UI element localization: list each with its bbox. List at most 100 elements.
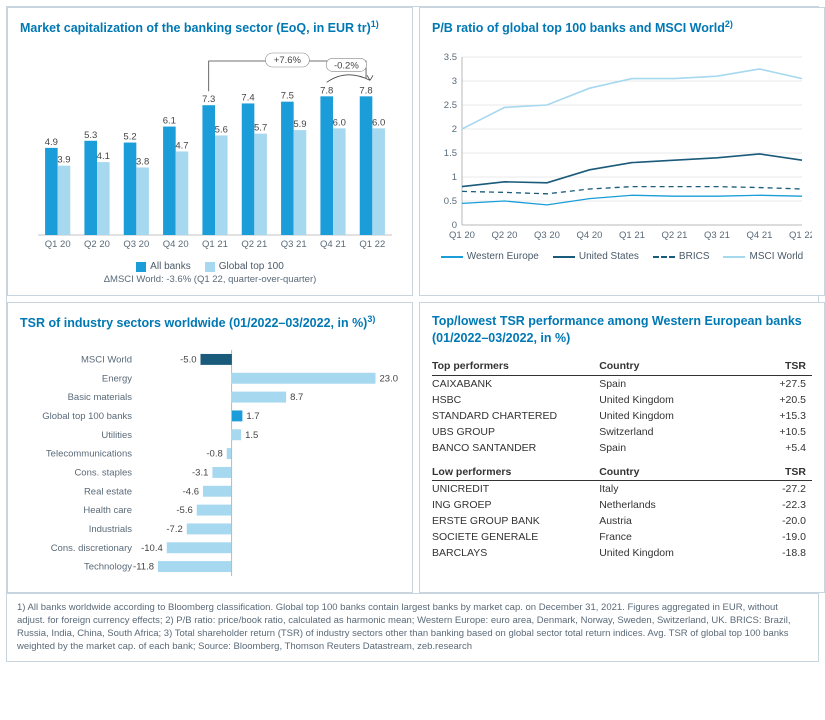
panel1-title: Market capitalization of the banking sec… (20, 18, 400, 37)
panel2-title: P/B ratio of global top 100 banks and MS… (432, 18, 812, 37)
svg-text:Q4 21: Q4 21 (320, 239, 346, 250)
svg-text:7.8: 7.8 (320, 85, 333, 96)
svg-text:Q1 20: Q1 20 (45, 239, 71, 250)
svg-text:Cons. staples: Cons. staples (74, 467, 132, 478)
panel1-legend: All banksGlobal top 100 ΔMSCI World: -3.… (20, 261, 400, 285)
svg-text:Utilities: Utilities (101, 430, 132, 441)
dashboard-grid: Market capitalization of the banking sec… (6, 6, 819, 594)
svg-text:8.7: 8.7 (290, 392, 303, 403)
panel2-title-text: P/B ratio of global top 100 banks and MS… (432, 21, 725, 35)
panel3-sup: 3) (367, 314, 375, 324)
svg-text:6.0: 6.0 (333, 117, 346, 128)
table-row: UBS GROUPSwitzerland+10.5 (432, 424, 812, 440)
chart-market-cap: 4.93.9Q1 205.34.1Q2 205.23.8Q3 206.14.7Q… (20, 47, 400, 257)
svg-text:-4.6: -4.6 (183, 486, 199, 497)
svg-text:2.5: 2.5 (444, 100, 457, 111)
svg-text:Real estate: Real estate (84, 486, 132, 497)
svg-text:-5.6: -5.6 (176, 505, 192, 516)
svg-text:3.5: 3.5 (444, 52, 457, 63)
svg-text:Q2 20: Q2 20 (492, 230, 518, 241)
svg-text:Q3 20: Q3 20 (534, 230, 560, 241)
svg-text:Q1 20: Q1 20 (449, 230, 475, 241)
legend-item: BRICS (653, 251, 710, 262)
chart-tsr-sectors: MSCI World -5.0 Energy 23.0 Basic materials 8… (20, 342, 400, 582)
table-row: ING GROEPNetherlands-22.3 (432, 497, 812, 513)
svg-text:Telecommunications: Telecommunications (46, 449, 132, 460)
svg-text:Q1 21: Q1 21 (202, 239, 228, 250)
svg-text:5.2: 5.2 (123, 132, 136, 143)
svg-text:5.9: 5.9 (293, 119, 306, 130)
table-row: CAIXABANKSpain+27.5 (432, 375, 812, 392)
svg-text:-5.0: -5.0 (180, 354, 196, 365)
panel1-sup: 1) (371, 19, 379, 29)
svg-text:Q4 21: Q4 21 (747, 230, 773, 241)
svg-text:Health care: Health care (83, 505, 132, 516)
svg-text:Global top 100 banks: Global top 100 banks (42, 411, 132, 422)
svg-text:7.3: 7.3 (202, 94, 215, 105)
panel1-title-text: Market capitalization of the banking sec… (20, 21, 371, 35)
svg-text:Q3 20: Q3 20 (123, 239, 149, 250)
svg-text:Q1 22: Q1 22 (359, 239, 385, 250)
svg-text:3: 3 (452, 76, 457, 87)
panel4-title: Top/lowest TSR performance among Western… (432, 313, 812, 347)
svg-text:1.5: 1.5 (245, 430, 258, 441)
svg-text:4.1: 4.1 (97, 151, 110, 162)
svg-text:0.5: 0.5 (444, 196, 457, 207)
svg-text:Q4 20: Q4 20 (163, 239, 189, 250)
table-row: STANDARD CHARTEREDUnited Kingdom+15.3 (432, 408, 812, 424)
svg-text:1.7: 1.7 (246, 411, 259, 422)
footnotes: 1) All banks worldwide according to Bloo… (6, 594, 819, 662)
svg-text:-0.8: -0.8 (206, 449, 222, 460)
svg-text:Q1 22: Q1 22 (789, 230, 812, 241)
svg-text:1.5: 1.5 (444, 148, 457, 159)
legend-item: All banks (136, 261, 191, 272)
panel-tsr-sectors: TSR of industry sectors worldwide (01/20… (7, 302, 413, 593)
svg-text:5.6: 5.6 (215, 124, 228, 135)
svg-text:4.9: 4.9 (45, 137, 58, 148)
svg-text:Industrials: Industrials (89, 524, 133, 535)
svg-text:-11.8: -11.8 (133, 562, 154, 573)
svg-text:Basic materials: Basic materials (68, 392, 133, 403)
svg-text:Energy: Energy (102, 373, 132, 384)
svg-text:Cons. discretionary: Cons. discretionary (51, 543, 133, 554)
svg-text:5.3: 5.3 (84, 130, 97, 141)
table-row: UNICREDITItaly-27.2 (432, 480, 812, 497)
svg-text:Q3 21: Q3 21 (704, 230, 730, 241)
svg-text:5.7: 5.7 (254, 123, 267, 134)
legend-item: United States (553, 251, 639, 262)
svg-text:-10.4: -10.4 (141, 543, 163, 554)
svg-text:-3.1: -3.1 (192, 467, 208, 478)
table-row: SOCIETE GENERALEFrance-19.0 (432, 529, 812, 545)
panel3-title-text: TSR of industry sectors worldwide (01/20… (20, 316, 367, 330)
svg-text:Technology: Technology (84, 562, 132, 573)
table-row: HSBCUnited Kingdom+20.5 (432, 392, 812, 408)
svg-text:2: 2 (452, 124, 457, 135)
svg-text:1: 1 (452, 172, 457, 183)
table-row: Low performersCountryTSR (432, 456, 812, 481)
legend-item: MSCI World (723, 251, 803, 262)
tsr-table: Top performersCountryTSRCAIXABANKSpain+2… (432, 357, 812, 561)
legend-item: Western Europe (441, 251, 539, 262)
panel-tsr-banks: Top/lowest TSR performance among Western… (419, 302, 825, 593)
table-row: Top performersCountryTSR (432, 357, 812, 376)
panel2-sup: 2) (725, 19, 733, 29)
svg-text:7.4: 7.4 (241, 92, 254, 103)
chart-pb-ratio: 00.511.522.533.5Q1 20Q2 20Q3 20Q4 20Q1 2… (432, 47, 812, 247)
svg-text:MSCI World: MSCI World (81, 354, 132, 365)
svg-text:-7.2: -7.2 (166, 524, 182, 535)
svg-text:7.8: 7.8 (359, 85, 372, 96)
table-row: ERSTE GROUP BANKAustria-20.0 (432, 513, 812, 529)
svg-text:Q1 21: Q1 21 (619, 230, 645, 241)
svg-text:23.0: 23.0 (380, 373, 399, 384)
svg-text:3.8: 3.8 (136, 156, 149, 167)
svg-text:Q2 21: Q2 21 (241, 239, 267, 250)
panel-market-cap: Market capitalization of the banking sec… (7, 7, 413, 296)
svg-text:3.9: 3.9 (57, 155, 70, 166)
svg-text:Q3 21: Q3 21 (281, 239, 307, 250)
svg-text:Q2 21: Q2 21 (662, 230, 688, 241)
table-row: BARCLAYSUnited Kingdom-18.8 (432, 545, 812, 561)
panel-pb-ratio: P/B ratio of global top 100 banks and MS… (419, 7, 825, 296)
panel3-title: TSR of industry sectors worldwide (01/20… (20, 313, 400, 332)
svg-text:+7.6%: +7.6% (274, 55, 302, 66)
svg-text:Q4 20: Q4 20 (577, 230, 603, 241)
